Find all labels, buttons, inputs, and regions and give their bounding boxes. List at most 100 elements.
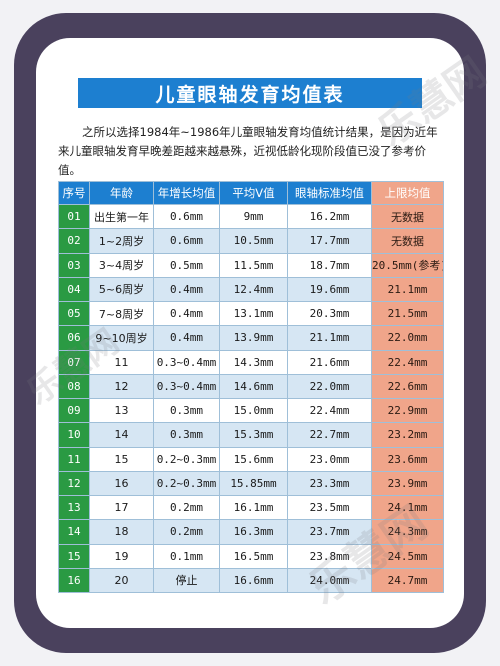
row-upper-limit: 无数据 — [371, 203, 444, 230]
row-age: 1~2周岁 — [89, 228, 154, 254]
header-standard-axis: 眼轴标准均值 — [287, 181, 372, 205]
row-annual-growth: 0.3mm — [153, 422, 220, 448]
row-standard-axis: 21.6mm — [287, 349, 372, 375]
page-title: 儿童眼轴发育均值表 — [78, 78, 422, 108]
row-average-v: 15.3mm — [219, 422, 288, 448]
row-index: 12 — [58, 470, 90, 497]
row-average-v: 13.9mm — [219, 325, 288, 351]
table-row: 16 20 停止 16.6mm 24.0mm 24.7mm — [58, 567, 444, 594]
row-standard-axis: 18.7mm — [287, 252, 372, 278]
table-row: 02 1~2周岁 0.6mm 10.5mm 17.7mm 无数据 — [58, 228, 444, 254]
row-age: 13 — [89, 397, 154, 424]
row-standard-axis: 23.7mm — [287, 519, 372, 545]
row-index: 06 — [58, 325, 90, 351]
row-average-v: 15.0mm — [219, 397, 288, 424]
header-age: 年龄 — [89, 181, 154, 205]
intro-paragraph: 之所以选择1984年~1986年儿童眼轴发育均值统计结果，是因为近年来儿童眼轴发… — [58, 125, 438, 177]
row-average-v: 13.1mm — [219, 300, 288, 327]
row-age: 17 — [89, 494, 154, 521]
row-annual-growth: 0.6mm — [153, 203, 220, 230]
row-annual-growth: 0.1mm — [153, 543, 220, 569]
row-upper-limit: 23.9mm — [371, 470, 444, 497]
row-index: 09 — [58, 397, 90, 424]
table-row: 14 18 0.2mm 16.3mm 23.7mm 24.3mm — [58, 519, 444, 545]
table-row: 01 出生第一年 0.6mm 9mm 16.2mm 无数据 — [58, 203, 444, 230]
row-standard-axis: 16.2mm — [287, 203, 372, 230]
row-standard-axis: 24.0mm — [287, 567, 372, 594]
row-upper-limit: 24.7mm — [371, 567, 444, 594]
row-age: 7~8周岁 — [89, 300, 154, 327]
row-age: 出生第一年 — [89, 203, 154, 230]
row-age: 14 — [89, 422, 154, 448]
eye-axis-table: 序号 年龄 年增长均值 平均V值 眼轴标准均值 上限均值 01 出生第一年 0.6m… — [58, 181, 444, 594]
row-index: 15 — [58, 543, 90, 569]
row-standard-axis: 19.6mm — [287, 276, 372, 303]
table-row: 06 9~10周岁 0.4mm 13.9mm 21.1mm 22.0mm — [58, 325, 444, 351]
row-age: 19 — [89, 543, 154, 569]
table-row: 07 11 0.3~0.4mm 14.3mm 21.6mm 22.4mm — [58, 349, 444, 375]
row-standard-axis: 23.5mm — [287, 494, 372, 521]
row-annual-growth: 0.6mm — [153, 228, 220, 254]
row-age: 3~4周岁 — [89, 252, 154, 278]
row-standard-axis: 21.1mm — [287, 325, 372, 351]
table-body: 01 出生第一年 0.6mm 9mm 16.2mm 无数据 02 1~2周岁 0.6mm 10.5… — [58, 203, 444, 594]
row-age: 5~6周岁 — [89, 276, 154, 303]
row-age: 9~10周岁 — [89, 325, 154, 351]
row-index: 11 — [58, 446, 90, 472]
row-index: 01 — [58, 203, 90, 230]
row-annual-growth: 0.4mm — [153, 276, 220, 303]
row-age: 12 — [89, 373, 154, 400]
table-row: 05 7~8周岁 0.4mm 13.1mm 20.3mm 21.5mm — [58, 300, 444, 327]
row-average-v: 14.6mm — [219, 373, 288, 400]
row-annual-growth: 0.4mm — [153, 300, 220, 327]
row-upper-limit: 无数据 — [371, 228, 444, 254]
row-annual-growth: 0.3mm — [153, 397, 220, 424]
table-row: 13 17 0.2mm 16.1mm 23.5mm 24.1mm — [58, 494, 444, 521]
row-average-v: 9mm — [219, 203, 288, 230]
row-upper-limit: 22.6mm — [371, 373, 444, 400]
row-standard-axis: 17.7mm — [287, 228, 372, 254]
row-average-v: 11.5mm — [219, 252, 288, 278]
row-average-v: 16.5mm — [219, 543, 288, 569]
row-standard-axis: 23.8mm — [287, 543, 372, 569]
header-annual-growth: 年增长均值 — [153, 181, 220, 205]
table-row: 12 16 0.2~0.3mm 15.85mm 23.3mm 23.9mm — [58, 470, 444, 497]
table-row: 04 5~6周岁 0.4mm 12.4mm 19.6mm 21.1mm — [58, 276, 444, 303]
row-index: 16 — [58, 567, 90, 594]
row-standard-axis: 22.7mm — [287, 422, 372, 448]
row-annual-growth: 0.2~0.3mm — [153, 446, 220, 472]
row-average-v: 10.5mm — [219, 228, 288, 254]
row-upper-limit: 24.1mm — [371, 494, 444, 521]
row-upper-limit: 23.6mm — [371, 446, 444, 472]
row-index: 05 — [58, 300, 90, 327]
row-index: 14 — [58, 519, 90, 545]
row-annual-growth: 0.5mm — [153, 252, 220, 278]
table-header-row: 序号 年龄 年增长均值 平均V值 眼轴标准均值 上限均值 — [58, 181, 444, 205]
header-upper-limit: 上限均值 — [371, 181, 444, 205]
row-upper-limit: 22.4mm — [371, 349, 444, 375]
row-average-v: 12.4mm — [219, 276, 288, 303]
table-row: 03 3~4周岁 0.5mm 11.5mm 18.7mm 20.5mm(参考) — [58, 252, 444, 278]
row-annual-growth: 0.3~0.4mm — [153, 349, 220, 375]
row-upper-limit: 24.3mm — [371, 519, 444, 545]
row-average-v: 16.3mm — [219, 519, 288, 545]
row-annual-growth: 停止 — [153, 567, 220, 594]
row-annual-growth: 0.4mm — [153, 325, 220, 351]
row-average-v: 14.3mm — [219, 349, 288, 375]
row-index: 07 — [58, 349, 90, 375]
row-upper-limit: 21.5mm — [371, 300, 444, 327]
row-annual-growth: 0.2mm — [153, 519, 220, 545]
row-index: 02 — [58, 228, 90, 254]
row-index: 10 — [58, 422, 90, 448]
row-index: 08 — [58, 373, 90, 400]
row-average-v: 15.85mm — [219, 470, 288, 497]
row-standard-axis: 23.3mm — [287, 470, 372, 497]
row-upper-limit: 22.9mm — [371, 397, 444, 424]
row-standard-axis: 20.3mm — [287, 300, 372, 327]
row-age: 20 — [89, 567, 154, 594]
header-average-v: 平均V值 — [219, 181, 288, 205]
row-age: 16 — [89, 470, 154, 497]
row-index: 03 — [58, 252, 90, 278]
row-upper-limit: 22.0mm — [371, 325, 444, 351]
table-row: 09 13 0.3mm 15.0mm 22.4mm 22.9mm — [58, 397, 444, 424]
